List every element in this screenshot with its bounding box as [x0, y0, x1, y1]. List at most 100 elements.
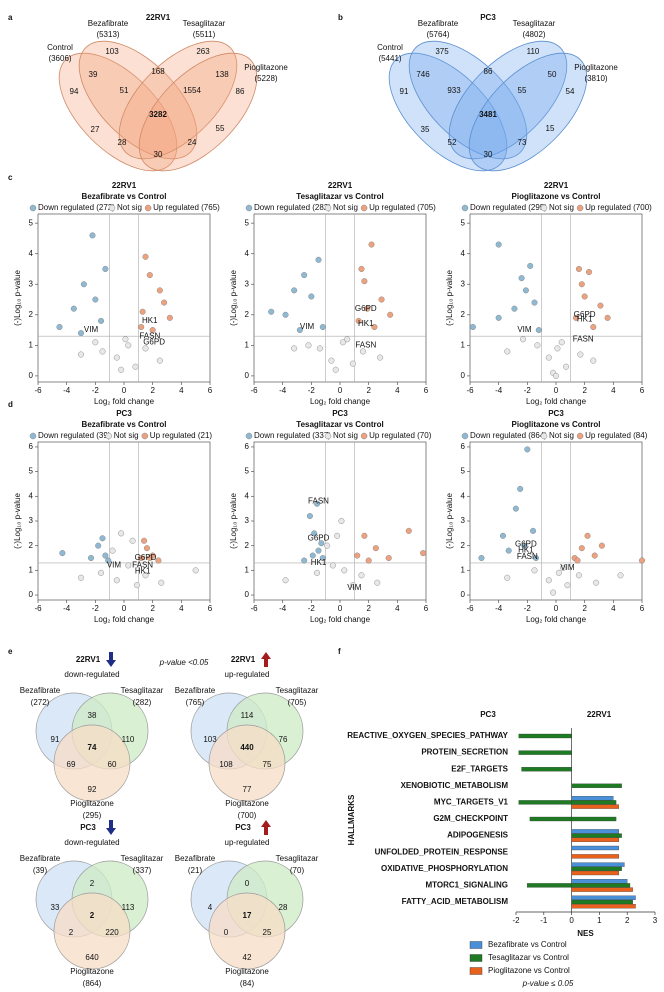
y-tick-label: 1 [461, 340, 466, 349]
data-point [361, 532, 368, 539]
legend-label: Bezafibrate vs Control [488, 940, 567, 949]
x-tick-label: -6 [250, 386, 258, 395]
plot-frame [37, 441, 211, 601]
set-size: (84) [240, 979, 255, 988]
data-point [113, 577, 120, 584]
set-label: Tesaglitazar [513, 19, 556, 28]
gene-label: G6PD [355, 304, 377, 313]
data-point [368, 241, 375, 248]
set-label: Bezafibrate [20, 854, 61, 863]
data-point [521, 542, 528, 549]
data-point [378, 296, 385, 303]
bar [571, 879, 628, 884]
set-size: (5511) [193, 30, 216, 39]
data-point [531, 299, 538, 306]
data-point [122, 336, 129, 343]
x-tick-label: 6 [424, 386, 429, 395]
region-count: 60 [108, 760, 117, 769]
set-label: Bezafibrate [175, 854, 216, 863]
data-point [332, 366, 339, 373]
data-point [478, 555, 485, 562]
data-point [105, 557, 112, 564]
data-point [282, 577, 289, 584]
data-point [318, 540, 325, 547]
data-point [132, 363, 139, 370]
set-label: Pioglitazone [70, 799, 114, 808]
bar [526, 883, 572, 888]
set-size: (282) [133, 698, 152, 707]
legend-swatch [245, 432, 253, 440]
region-count: 0 [245, 879, 250, 888]
category-label: REACTIVE_OXYGEN_SPECIES_PATHWAY [347, 731, 508, 740]
gene-label: VIM [517, 325, 532, 334]
data-point [361, 278, 368, 285]
data-point [578, 281, 585, 288]
region-count: 440 [240, 743, 254, 752]
panel-letter: e [8, 647, 13, 656]
data-point [166, 314, 173, 321]
set-circle [53, 724, 131, 802]
set-size: (5228) [254, 74, 277, 83]
legend-swatch [461, 204, 469, 212]
data-point [329, 562, 336, 569]
legend-label: Not sig [549, 431, 574, 440]
data-point [89, 232, 96, 239]
set-size: (5764) [426, 30, 449, 39]
data-point [553, 372, 560, 379]
data-point [139, 308, 146, 315]
bar [518, 733, 572, 739]
bar [571, 895, 636, 900]
legend-swatch [324, 432, 332, 440]
gene-label: HK1 [311, 558, 327, 567]
data-point [365, 557, 372, 564]
category-label: MTORC1_SIGNALING [425, 881, 508, 890]
data-point [338, 518, 345, 525]
legend-swatch [576, 432, 584, 440]
gene-label: HK1 [358, 319, 374, 328]
set-label: Bezafibrate [175, 686, 216, 695]
data-point [341, 567, 348, 574]
data-point [59, 550, 66, 557]
legend-label: Down regulated (295) [470, 203, 547, 212]
gene-label: G6PD [574, 310, 596, 319]
data-point [77, 330, 84, 337]
category-label: G2M_CHECKPOINT [433, 814, 508, 823]
bar [571, 783, 622, 788]
legend-swatch [360, 204, 368, 212]
gene-label: HK1 [577, 314, 593, 323]
legend-label: Tesaglitazar vs Control [488, 953, 569, 962]
legend-label: Down regulated (282) [254, 203, 331, 212]
significance-note: p-value ≤ 0.05 [522, 979, 574, 988]
set-ellipse [58, 52, 178, 172]
region-count: 110 [122, 735, 135, 744]
data-point [133, 582, 140, 589]
data-point [597, 302, 604, 309]
plot-title: PC3 [116, 409, 132, 418]
panel-letter: b [338, 13, 343, 22]
data-point [535, 327, 542, 334]
data-point [98, 569, 105, 576]
set-size: (4802) [522, 30, 545, 39]
data-point [364, 305, 371, 312]
x-tick-label: 0 [338, 604, 343, 613]
data-point [545, 354, 552, 361]
data-point [80, 281, 87, 288]
x-axis-label: Log₂ fold change [526, 615, 587, 624]
y-tick-label: 4 [245, 249, 250, 258]
group-label: PC3 [480, 710, 496, 719]
set-label: Tesaglitazar [276, 686, 319, 695]
set-size: (864) [83, 979, 102, 988]
data-point [118, 366, 125, 373]
x-tick-label: 3 [653, 916, 658, 925]
set-label: Pioglitazone [70, 967, 114, 976]
data-point [577, 351, 584, 358]
bar [571, 837, 620, 842]
bar [571, 862, 625, 867]
data-point [555, 569, 562, 576]
region-count: 77 [243, 785, 252, 794]
set-label: Control [377, 43, 403, 52]
y-tick-label: 0 [29, 590, 34, 599]
legend-label: Down regulated (272) [38, 203, 115, 212]
data-point [387, 311, 394, 318]
venn-title: PC3 [235, 823, 251, 832]
